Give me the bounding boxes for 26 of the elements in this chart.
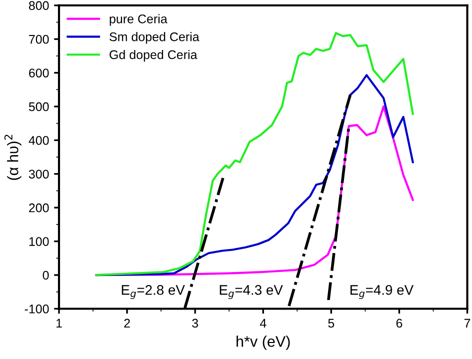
y-tick-label: 700 <box>29 34 49 44</box>
legend-label: Sm doped Ceria <box>110 32 200 44</box>
x-tick-label: 3 <box>192 318 198 328</box>
y-tick-label: 400 <box>28 136 49 145</box>
x-tick-label: 1 <box>56 318 62 328</box>
legend-label: Gd doped Ceria <box>110 50 198 62</box>
y-tick-label: 300 <box>28 170 49 179</box>
legend-label: pure Ceria <box>110 14 168 26</box>
y-tick-label: 500 <box>28 102 49 112</box>
line-series <box>95 32 414 276</box>
x-tick-label: 7 <box>464 318 470 328</box>
y-tick-label: 800 <box>28 1 49 10</box>
y-tick-label: -100 <box>24 304 49 314</box>
y-tick-label: 600 <box>29 68 49 78</box>
y-axis-title: (α hυ)$^{2}$ <box>4 134 22 180</box>
x-tick-label: 2 <box>124 318 130 328</box>
y-tick-label: 200 <box>29 203 49 212</box>
y-tick-label: 100 <box>29 237 49 246</box>
x-tick-label: 6 <box>396 318 402 328</box>
x-tick-label: 5 <box>328 318 334 328</box>
x-tick-label: 4 <box>260 318 266 328</box>
annotation: E$_{g}$=2.8 eV <box>122 285 185 300</box>
x-axis-title: h*v (eV) <box>236 336 290 350</box>
annotation: E$_{g}$=4.3 eV <box>220 285 283 300</box>
y-tick-label: 0 <box>42 270 49 280</box>
annotation: E$_{g}$=4.9 eV <box>350 285 414 300</box>
